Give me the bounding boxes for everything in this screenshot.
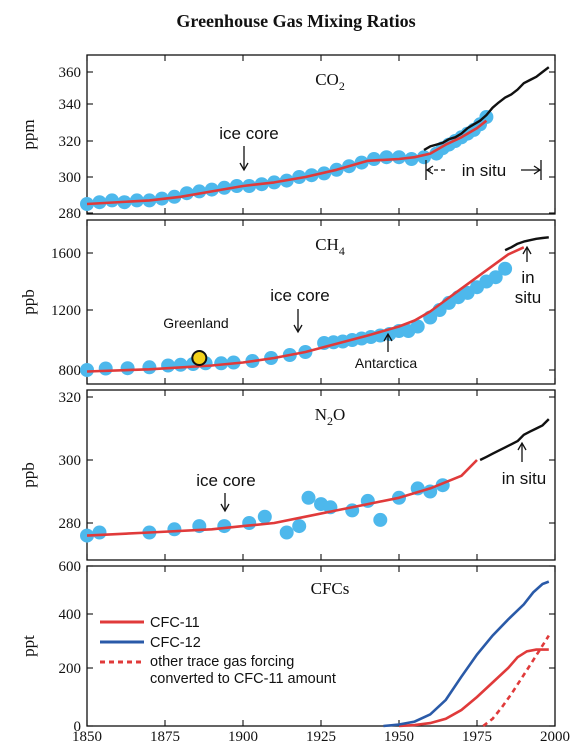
y-tick-label: 600	[59, 559, 82, 575]
in-situ-line	[504, 236, 549, 252]
ice-core-point	[279, 525, 294, 540]
y-tick-label: 280	[59, 516, 82, 532]
panel-title: CFCs	[311, 579, 350, 598]
x-tick-label: 1850	[72, 729, 102, 745]
x-tick-label: 1900	[228, 729, 258, 745]
fit-line	[86, 119, 488, 206]
ice-core-point	[373, 512, 388, 527]
x-tick-label: 1875	[150, 729, 180, 745]
ice-core-point	[257, 509, 272, 524]
ice-core-point	[479, 110, 494, 124]
ice-core-label: ice core	[219, 124, 279, 143]
fit-line	[86, 246, 525, 373]
y-axis-label: ppb	[19, 462, 38, 488]
y-axis-label: ppm	[19, 119, 38, 149]
ice-core-point	[392, 150, 406, 165]
y-tick-label: 320	[59, 134, 82, 150]
ice-core-point	[217, 180, 232, 195]
ice-core-point	[161, 358, 176, 373]
ice-core-point	[379, 150, 394, 165]
x-tick-label: 2000	[540, 729, 570, 745]
y-axis-label: ppb	[19, 289, 38, 315]
ice-core-arrow-head	[220, 503, 230, 513]
fit-line	[86, 459, 478, 537]
ice-core-point	[142, 360, 157, 375]
y-tick-label: 340	[59, 97, 82, 113]
y-tick-label: 280	[59, 206, 82, 222]
y-tick-label: 1200	[51, 303, 81, 319]
legend-label-other-2: converted to CFC-11 amount	[150, 671, 336, 687]
ice-core-point	[410, 319, 425, 334]
y-tick-label: 300	[59, 453, 82, 469]
ice-core-point	[292, 519, 307, 534]
y-tick-label: 0	[74, 719, 82, 735]
series-line-2	[383, 580, 550, 728]
y-tick-label: 200	[59, 661, 82, 677]
panel-cfcs: 0 200 400 600 ppt CFCs CFC-11 CFC-12 other trace…	[19, 559, 570, 745]
legend-label-other-1: other trace gas forcing	[150, 654, 294, 670]
y-tick-label: 300	[59, 170, 82, 186]
in-situ-label-line1: in	[521, 268, 534, 287]
ice-core-point	[98, 361, 113, 376]
charts-container: 280 300 320 340 360 ppm CO2 ice core in situ 800 1…	[19, 54, 570, 745]
antarctica-arrow-head	[383, 332, 393, 342]
ice-core-point	[120, 361, 135, 376]
ice-core-point	[105, 193, 119, 208]
x-tick-label: 1925	[306, 729, 336, 745]
y-tick-label: 1600	[51, 246, 81, 262]
in-situ-label-line2: situ	[515, 288, 541, 307]
legend-label-cfc11: CFC-11	[150, 615, 200, 631]
ice-core-point	[498, 261, 513, 276]
series-line-3	[482, 634, 550, 728]
in-situ-arrow-head	[522, 245, 532, 255]
y-tick-label: 360	[59, 65, 82, 81]
greenland-point	[191, 350, 208, 366]
in-situ-arrow-head	[517, 441, 527, 451]
in-situ-label: in situ	[462, 161, 506, 180]
in-situ-label: in situ	[502, 469, 546, 488]
in-situ-arrow-left-head	[425, 165, 434, 175]
figure-title: Greenhouse Gas Mixing Ratios	[176, 11, 415, 31]
ice-core-point	[367, 152, 381, 166]
y-tick-label: 400	[59, 607, 82, 623]
ice-core-label: ice core	[270, 286, 330, 305]
x-tick-label: 1975	[462, 729, 492, 745]
y-tick-label: 800	[59, 363, 82, 379]
series-line-1	[398, 648, 549, 728]
greenland-label: Greenland	[163, 315, 228, 331]
panel-title: CO2	[315, 70, 345, 93]
in-situ-arrow-right-head	[533, 165, 542, 175]
ice-core-arrow-head	[293, 324, 303, 334]
panel-title: N2O	[315, 405, 346, 428]
ice-core-point	[242, 516, 257, 530]
ice-core-label: ice core	[196, 471, 256, 490]
ice-core-point	[404, 152, 419, 166]
in-situ-line	[479, 418, 550, 462]
panel-n2o: 280 300 320 ppb N2O ice core in situ	[19, 389, 556, 561]
panel-co2: 280 300 320 340 360 ppm CO2 ice core in situ	[19, 54, 556, 222]
y-axis-label: ppt	[19, 635, 38, 657]
ice-core-point	[80, 363, 94, 377]
y-tick-label: 320	[59, 390, 82, 406]
ice-core-point	[217, 519, 232, 534]
antarctica-label: Antarctica	[355, 355, 417, 371]
ice-core-arrow-head	[239, 162, 249, 172]
in-situ-line	[423, 66, 550, 152]
panel-ch4: 800 1200 1600 ppb CH4 ice core Greenland Antarc…	[19, 219, 556, 385]
x-tick-label: 1950	[384, 729, 414, 745]
ice-core-point	[179, 186, 194, 201]
ice-core-point	[488, 270, 503, 285]
ice-core-point	[167, 522, 182, 537]
ice-core-point	[301, 490, 316, 505]
ice-core-point	[173, 357, 188, 372]
panel-title: CH4	[315, 235, 345, 258]
legend-label-cfc12: CFC-12	[150, 635, 201, 651]
ice-core-point	[92, 525, 107, 540]
